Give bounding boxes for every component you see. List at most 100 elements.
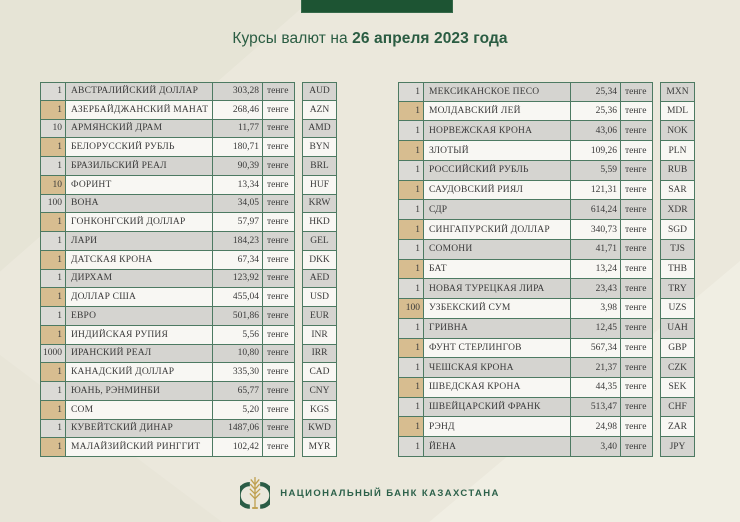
currency-code-cell: HKD [302,212,337,232]
quantity-cell: 10 [41,119,65,138]
currency-code-cell: IRR [302,343,337,364]
currency-row-main: 100 ВОНА 34,05 тенге [40,193,295,214]
currency-code-cell: RUB [660,159,695,181]
top-green-banner [301,0,453,13]
column-gap [295,288,302,307]
rate-cell: 184,23 [212,232,262,250]
currency-code-cell: PLN [660,140,695,161]
currency-code-cell: HUF [302,174,337,195]
quantity-cell: 1 [41,288,65,306]
currency-row-main: 1 НОВАЯ ТУРЕЦКАЯ ЛИРА 23,43 тенге [398,278,653,300]
currency-name-cell: ИРАНСКИЙ РЕАЛ [65,344,212,363]
rate-cell: 567,34 [570,338,620,358]
unit-cell: тенге [262,138,294,156]
unit-cell: тенге [620,83,652,101]
currency-row: 1 ДИРХАМ 123,92 тенге AED [40,268,337,289]
currency-row: 100 УЗБЕКСКИЙ СУМ 3,98 тенге UZS [398,298,695,319]
currency-row: 1 ЕВРО 501,86 тенге EUR [40,306,337,326]
currency-name-cell: СОМОНИ [423,239,570,259]
unit-cell: тенге [262,363,294,381]
currency-row-main: 1 МАЛАЙЗИЙСКИЙ РИНГГИТ 102,42 тенге [40,437,295,457]
unit-cell: тенге [262,344,294,363]
currency-row: 1 СИНГАПУРСКИЙ ДОЛЛАР 340,73 тенге SGD [398,219,695,240]
currency-code-cell: AUD [302,82,337,101]
currency-row: 100 ВОНА 34,05 тенге KRW [40,193,337,214]
currency-name-cell: АЗЕРБАЙДЖАНСКИЙ МАНАТ [65,100,212,119]
quantity-cell: 1 [399,160,423,180]
currency-name-cell: ШВЕДСКАЯ КРОНА [423,378,570,397]
currency-row-main: 1 САУДОВСКИЙ РИЯЛ 121,31 тенге [398,179,653,201]
column-gap [653,358,660,378]
currency-row-main: 1 ЧЕШСКАЯ КРОНА 21,37 тенге [398,357,653,379]
column-gap [295,157,302,176]
unit-cell: тенге [262,400,294,419]
quantity-cell: 1 [399,220,423,239]
column-gap [295,270,302,289]
unit-cell: тенге [262,232,294,250]
currency-name-cell: ДОЛЛАР США [65,288,212,306]
currency-code-cell: MXN [660,82,695,102]
currency-code-cell: THB [660,258,695,280]
currency-row-main: 1 СДР 614,24 тенге [398,199,653,221]
quantity-cell: 1 [41,325,65,344]
rate-cell: 25,34 [570,83,620,101]
currency-code-cell: KWD [302,418,337,439]
rate-cell: 102,42 [212,438,262,456]
currency-row-main: 1 МЕКСИКАНСКОЕ ПЕСО 25,34 тенге [398,82,653,102]
quantity-cell: 1 [41,157,65,175]
quantity-cell: 1 [399,358,423,378]
currency-name-cell: АРМЯНСКИЙ ДРАМ [65,119,212,138]
currency-row: 1 ШВЕЙЦАРСКИЙ ФРАНК 513,47 тенге CHF [398,396,695,418]
column-gap [653,260,660,280]
currency-code-cell: UAH [660,317,695,339]
rate-cell: 12,45 [570,318,620,338]
currency-name-cell: ЮАНЬ, РЭНМИНБИ [65,382,212,400]
unit-cell: тенге [620,397,652,417]
currency-row: 1 ДАТСКАЯ КРОНА 67,34 тенге DKK [40,249,337,270]
quantity-cell: 1 [399,101,423,121]
currency-name-cell: ЕВРО [65,307,212,325]
unit-cell: тенге [620,378,652,397]
currency-name-cell: ЧЕШСКАЯ КРОНА [423,358,570,378]
currency-row: 1 ГРИВНА 12,45 тенге UAH [398,317,695,339]
currency-name-cell: БЕЛОРУССКИЙ РУБЛЬ [65,138,212,156]
unit-cell: тенге [620,220,652,239]
column-gap [653,200,660,220]
unit-cell: тенге [262,100,294,119]
column-gap [653,240,660,260]
currency-code-cell: CHF [660,396,695,418]
currency-row-main: 1 ИНДИЙСКАЯ РУПИЯ 5,56 тенге [40,324,295,345]
currency-code-cell: CZK [660,357,695,379]
column-gap [295,176,302,195]
column-gap [295,420,302,439]
column-gap [653,417,660,437]
rate-cell: 44,35 [570,378,620,397]
quantity-cell: 1 [399,397,423,417]
column-gap [653,121,660,141]
currency-row: 1 САУДОВСКИЙ РИЯЛ 121,31 тенге SAR [398,179,695,201]
rate-cell: 123,92 [212,269,262,288]
currency-row-main: 1 НОРВЕЖСКАЯ КРОНА 43,06 тенге [398,120,653,142]
currency-row: 1 ЗЛОТЫЙ 109,26 тенге PLN [398,140,695,161]
currency-row-main: 1 СОМ 5,20 тенге [40,399,295,420]
unit-cell: тенге [262,438,294,456]
currency-code-cell: INR [302,324,337,345]
currency-row: 1 БЕЛОРУССКИЙ РУБЛЬ 180,71 тенге BYN [40,137,337,157]
column-gap [653,161,660,181]
currency-name-cell: ВОНА [65,194,212,213]
quantity-cell: 1 [41,83,65,100]
column-gap [653,378,660,398]
unit-cell: тенге [262,288,294,306]
currency-row-main: 1 ДОЛЛАР США 455,04 тенге [40,287,295,307]
quantity-cell: 1 [399,279,423,299]
currency-name-cell: ЛАРИ [65,232,212,250]
currency-row-main: 1 ЛАРИ 184,23 тенге [40,231,295,251]
currency-row: 1 ЛАРИ 184,23 тенге GEL [40,231,337,251]
column-gap [295,326,302,345]
column-gap [295,401,302,420]
currency-row: 1 ШВЕДСКАЯ КРОНА 44,35 тенге SEK [398,377,695,398]
currency-name-cell: ГРИВНА [423,318,570,338]
currency-code-cell: MYR [302,437,337,457]
rate-cell: 5,56 [212,325,262,344]
unit-cell: тенге [262,419,294,438]
